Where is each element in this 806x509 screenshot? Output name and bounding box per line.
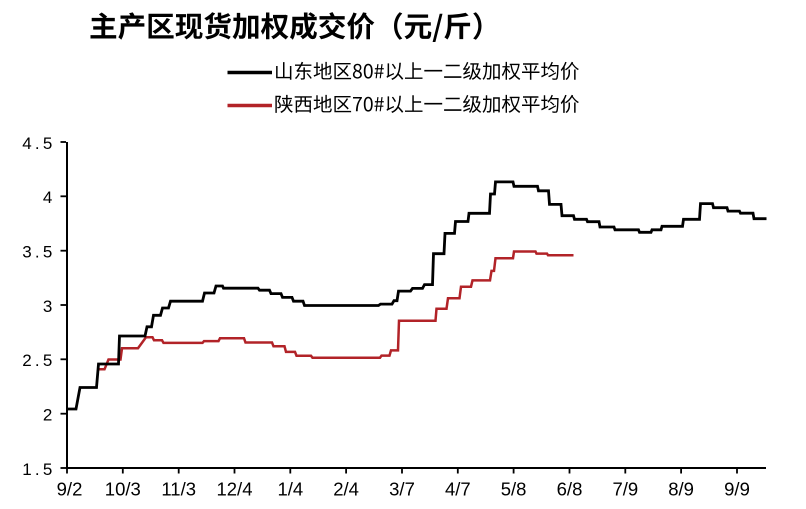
svg-text:12/4: 12/4 bbox=[216, 479, 252, 500]
svg-text:6/8: 6/8 bbox=[557, 479, 583, 500]
svg-text:5/8: 5/8 bbox=[501, 479, 527, 500]
svg-text:10/3: 10/3 bbox=[105, 479, 141, 500]
svg-text:2.5: 2.5 bbox=[22, 351, 55, 370]
svg-text:9/2: 9/2 bbox=[57, 479, 83, 500]
svg-text:3: 3 bbox=[43, 297, 56, 316]
svg-text:2/4: 2/4 bbox=[333, 479, 359, 500]
svg-text:9/9: 9/9 bbox=[724, 479, 750, 500]
svg-text:1/4: 1/4 bbox=[277, 479, 303, 500]
svg-text:8/9: 8/9 bbox=[668, 479, 694, 500]
svg-text:11/3: 11/3 bbox=[161, 479, 196, 500]
svg-text:3.5: 3.5 bbox=[22, 243, 55, 262]
svg-text:2: 2 bbox=[43, 406, 56, 425]
svg-text:4.5: 4.5 bbox=[22, 134, 55, 153]
svg-text:4: 4 bbox=[43, 188, 56, 207]
svg-text:7/9: 7/9 bbox=[612, 479, 638, 500]
svg-text:4/7: 4/7 bbox=[445, 479, 471, 500]
svg-text:3/7: 3/7 bbox=[389, 479, 415, 500]
svg-text:1.5: 1.5 bbox=[22, 460, 55, 479]
